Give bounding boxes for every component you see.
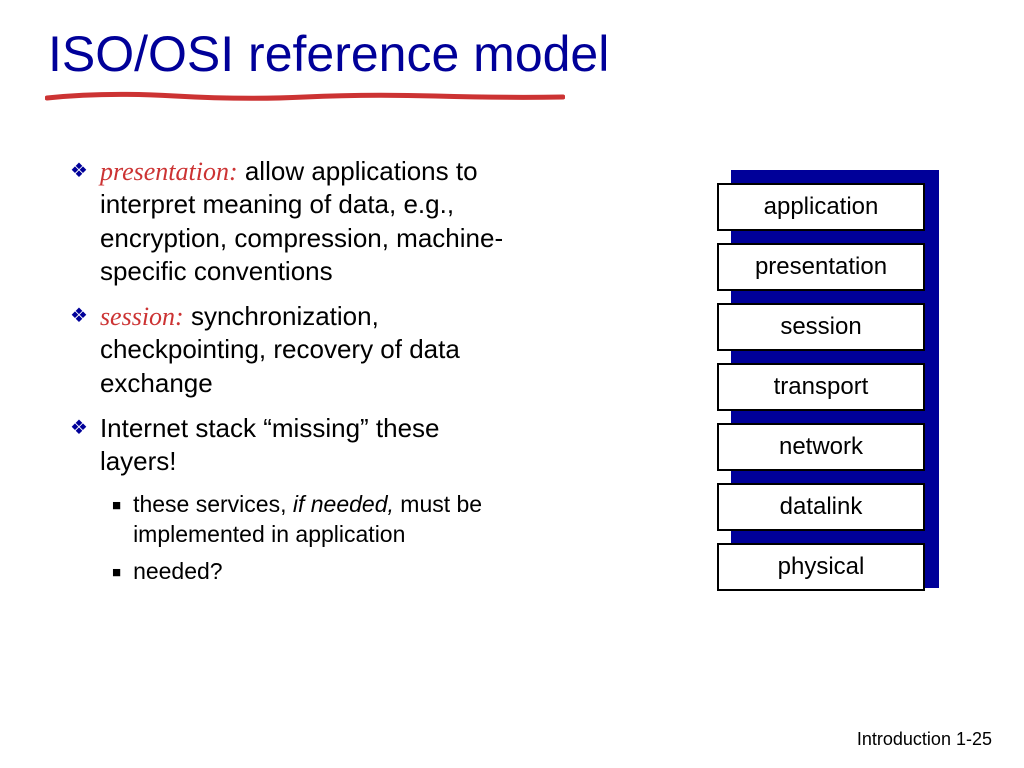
bullet-text: session: synchronization, checkpointing,… bbox=[100, 300, 520, 400]
layer-transport: transport bbox=[717, 363, 925, 411]
bullet-text: Internet stack “missing” these layers! bbox=[100, 412, 520, 479]
osi-layer-stack: application presentation session transpo… bbox=[717, 183, 925, 603]
sub-bullet-text: these services, if needed, must be imple… bbox=[133, 490, 520, 549]
title-underline bbox=[45, 91, 565, 103]
square-bullet-icon: ■ bbox=[112, 563, 121, 582]
bullet-term: presentation: bbox=[100, 157, 238, 186]
footer-page: 1-25 bbox=[956, 729, 992, 749]
layer-presentation: presentation bbox=[717, 243, 925, 291]
layer-network: network bbox=[717, 423, 925, 471]
sub-bullet-text: needed? bbox=[133, 557, 520, 586]
sub-bullet-item: ■ needed? bbox=[112, 557, 520, 586]
content-area: ❖ presentation: allow applications to in… bbox=[70, 155, 520, 595]
layer-session: session bbox=[717, 303, 925, 351]
diamond-bullet-icon: ❖ bbox=[70, 416, 88, 442]
sub-bullet-list: ■ these services, if needed, must be imp… bbox=[112, 490, 520, 586]
layer-application: application bbox=[717, 183, 925, 231]
bullet-term: session: bbox=[100, 302, 184, 331]
footer-label: Introduction bbox=[857, 729, 951, 749]
bullet-item: ❖ session: synchronization, checkpointin… bbox=[70, 300, 520, 400]
layer-datalink: datalink bbox=[717, 483, 925, 531]
square-bullet-icon: ■ bbox=[112, 496, 121, 515]
diamond-bullet-icon: ❖ bbox=[70, 159, 88, 185]
layer-physical: physical bbox=[717, 543, 925, 591]
bullet-item: ❖ Internet stack “missing” these layers! bbox=[70, 412, 520, 479]
diamond-bullet-icon: ❖ bbox=[70, 304, 88, 330]
sub-bullet-item: ■ these services, if needed, must be imp… bbox=[112, 490, 520, 549]
bullet-text: presentation: allow applications to inte… bbox=[100, 155, 520, 288]
slide-footer: Introduction 1-25 bbox=[857, 729, 992, 750]
slide-title: ISO/OSI reference model bbox=[48, 25, 609, 83]
bullet-item: ❖ presentation: allow applications to in… bbox=[70, 155, 520, 288]
bullet-body: Internet stack “missing” these layers! bbox=[100, 413, 440, 476]
